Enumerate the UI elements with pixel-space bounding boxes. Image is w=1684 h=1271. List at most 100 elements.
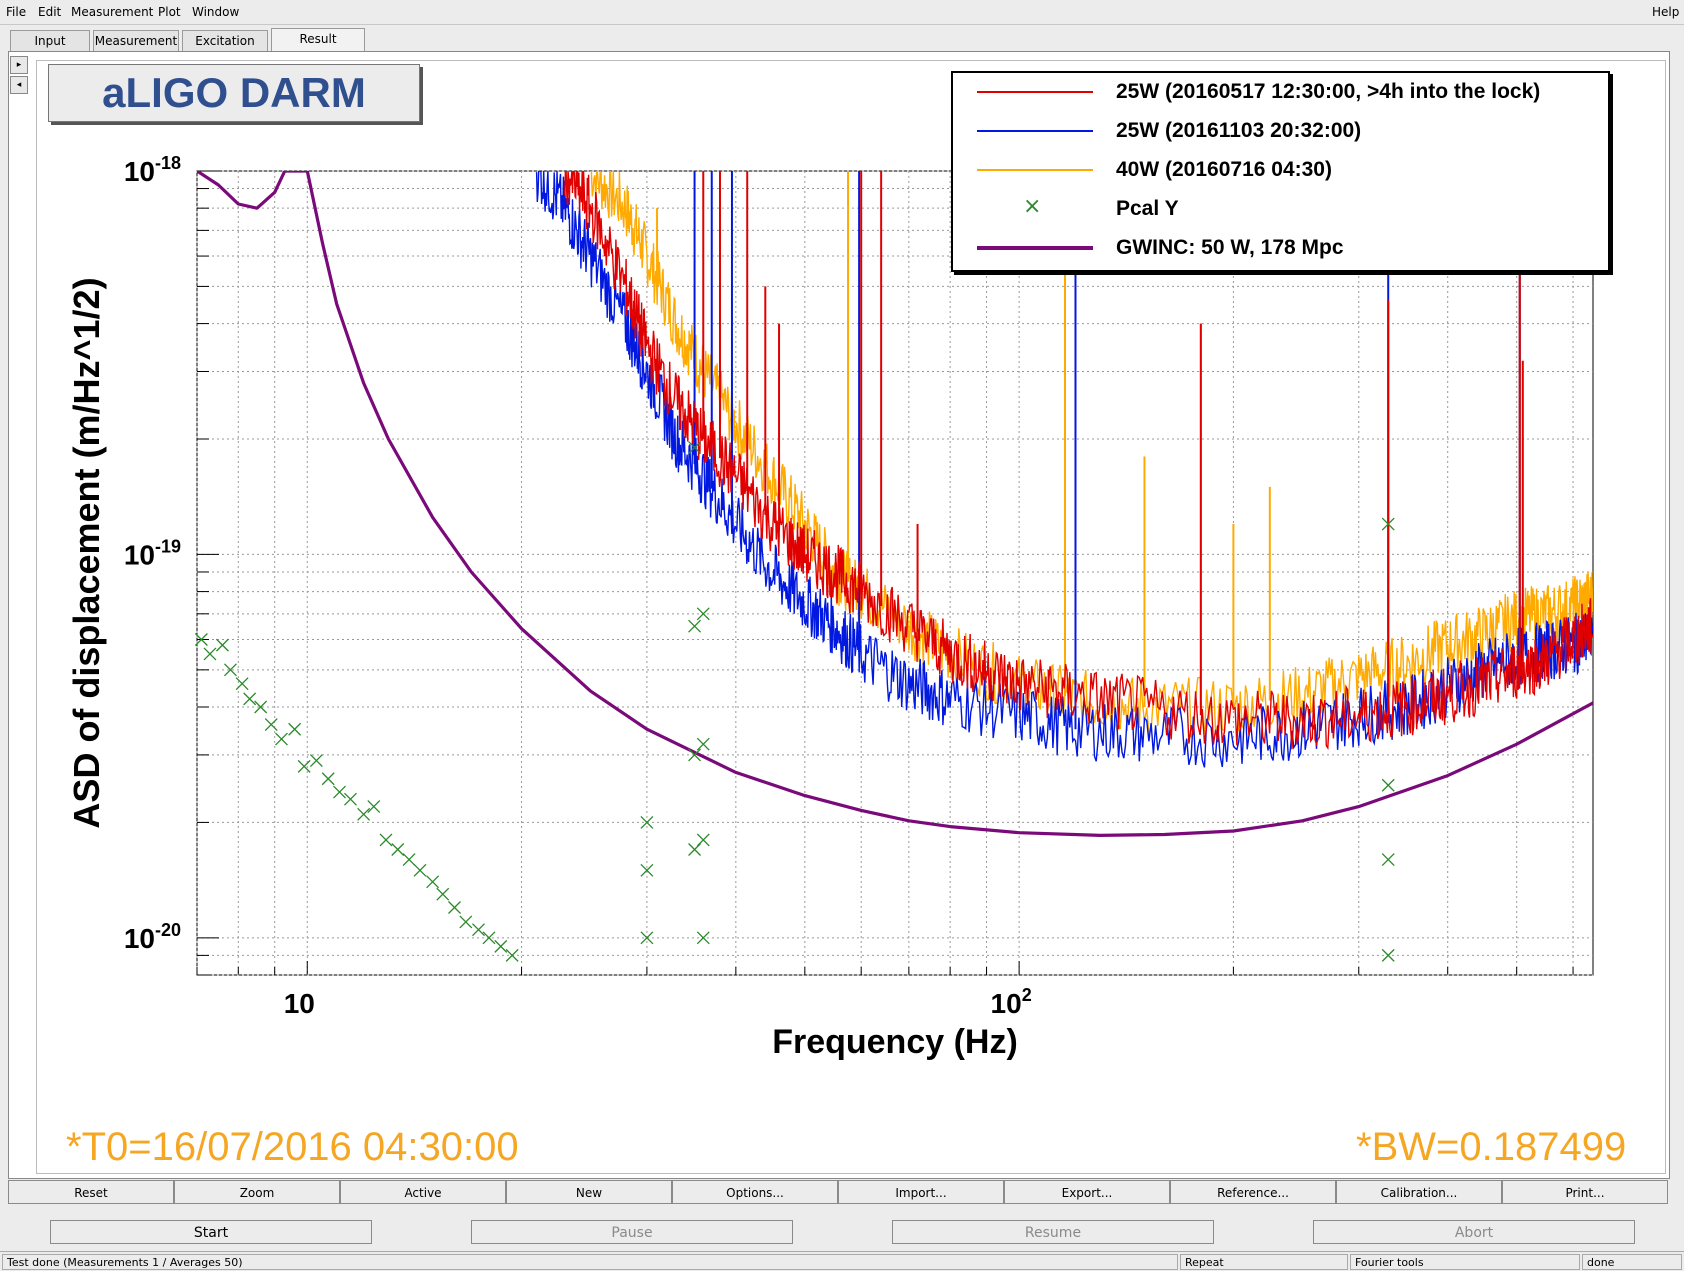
legend-entry: GWINC: 50 W, 178 Mpc [953,229,1603,267]
y-tick-label: 10-18 [124,153,181,187]
pcal-marker [696,833,710,847]
pcal-marker [344,792,357,806]
legend-label: Pcal Y [1116,197,1179,220]
pcal-marker [379,833,393,847]
status-fourier: Fourier tools [1350,1254,1580,1270]
menu-help[interactable]: Help [1652,5,1680,19]
legend-label: 25W (20160517 12:30:00, >4h into the loc… [1116,80,1541,103]
y-axis-title: ASD of displacement (m/Hz^1/2) [66,277,107,828]
pcal-marker [321,772,335,786]
gwinc-curve [197,171,1593,837]
export-button[interactable]: Export... [1004,1180,1170,1204]
pcal-marker [215,638,229,652]
status-done: done [1582,1254,1682,1270]
tab-excitation[interactable]: Excitation [182,30,268,51]
tab-input[interactable]: Input [10,30,90,51]
pcal-marker [254,700,268,714]
menu-window[interactable]: Window [192,5,240,19]
pcal-marker [448,901,461,914]
reset-button[interactable]: Reset [8,1180,174,1204]
pcal-marker [223,663,237,677]
status-repeat: Repeat [1180,1254,1348,1270]
legend-entry: × Pcal Y [953,190,1603,228]
pcal-marker [203,647,217,661]
series-line [535,171,1593,768]
new-button[interactable]: New [506,1180,672,1204]
scroll-right-icon[interactable]: ▸ [10,56,28,74]
pcal-marker [640,863,654,877]
legend-entry: 25W (20161103 20:32:00) [953,112,1603,150]
pcal-marker [436,887,450,901]
plot-area [196,170,1594,976]
x-tick-label: 10 [284,988,315,1019]
pcal-marker [640,931,654,945]
reference-button[interactable]: Reference... [1170,1180,1336,1204]
pcal-marker [309,754,323,768]
pcal-marker [391,843,405,856]
legend: 25W (20160517 12:30:00, >4h into the loc… [951,71,1610,272]
pcal-marker [1381,853,1395,867]
pause-button[interactable]: Pause [471,1220,793,1244]
active-button[interactable]: Active [340,1180,506,1204]
menu-edit[interactable]: Edit [38,5,62,19]
pcal-marker [426,875,440,889]
scroll-left-icon[interactable]: ◂ [10,76,28,94]
calibration-button[interactable]: Calibration... [1336,1180,1502,1204]
menu-measurement[interactable]: Measurement [71,5,154,19]
zoom-button[interactable]: Zoom [174,1180,340,1204]
pcal-marker [640,815,654,829]
import-button[interactable]: Import... [838,1180,1004,1204]
pcal-marker [472,923,485,937]
pcal-marker [482,931,496,945]
plot-title: aLIGO DARM [48,64,420,122]
legend-label: 25W (20161103 20:32:00) [1116,119,1362,142]
pcal-marker [367,800,381,814]
abort-button[interactable]: Abort [1313,1220,1635,1244]
tab-result[interactable]: Result [271,28,365,51]
pcal-marker [297,759,311,773]
legend-swatch-purple [977,246,1093,250]
pcal-marker [1381,778,1395,792]
t0-readout: *T0=16/07/2016 04:30:00 [66,1125,519,1169]
pcal-marker [459,915,473,929]
menu-file[interactable]: File [6,5,27,19]
run-controls: Start Pause Resume Abort [0,1216,1684,1246]
tab-measurement[interactable]: Measurement [93,30,179,51]
status-message: Test done (Measurements 1 / Averages 50) [2,1254,1178,1270]
pcal-marker [333,785,346,799]
pcal-marker [235,677,249,691]
pcal-marker [275,732,288,746]
resume-button[interactable]: Resume [892,1220,1214,1244]
legend-swatch-red [977,91,1093,93]
pcal-marker [264,718,278,732]
status-bar: Test done (Measurements 1 / Averages 50)… [0,1251,1684,1271]
pcal-marker [194,633,208,646]
asd-chart[interactable]: 10 102 10-18 10-19 10-20 Frequency (Hz) ASD of… [37,61,1665,1173]
pcal-marker [696,607,710,621]
start-button[interactable]: Start [50,1220,372,1244]
pcal-marker [688,441,702,455]
legend-swatch-orange [977,169,1093,171]
pcal-marker [288,722,302,736]
pcal-marker [243,692,257,706]
pcal-marker [505,948,519,962]
print-button[interactable]: Print... [1502,1180,1668,1204]
tab-bar: Input Measurement Excitation Result [0,26,1684,51]
series-line [564,171,1593,751]
pcal-marker [1381,517,1395,531]
pcal-marker [402,853,416,867]
menu-plot[interactable]: Plot [158,5,181,19]
options-button[interactable]: Options... [672,1180,838,1204]
plot-toolbar: Reset Zoom Active New Options... Import.… [8,1180,1668,1206]
pcal-marker [688,619,702,633]
pcal-marker [1381,948,1395,962]
cross-marker-icon: × [1023,194,1042,219]
legend-label: 40W (20160716 04:30) [1116,158,1332,181]
legend-label: GWINC: 50 W, 178 Mpc [1116,236,1344,259]
pcal-marker [357,807,371,821]
x-axis-title: Frequency (Hz) [772,1023,1018,1061]
y-tick-label: 10-20 [124,920,181,954]
pcal-marker [696,931,710,945]
pcal-marker [688,748,702,762]
pcal-marker [413,863,427,877]
